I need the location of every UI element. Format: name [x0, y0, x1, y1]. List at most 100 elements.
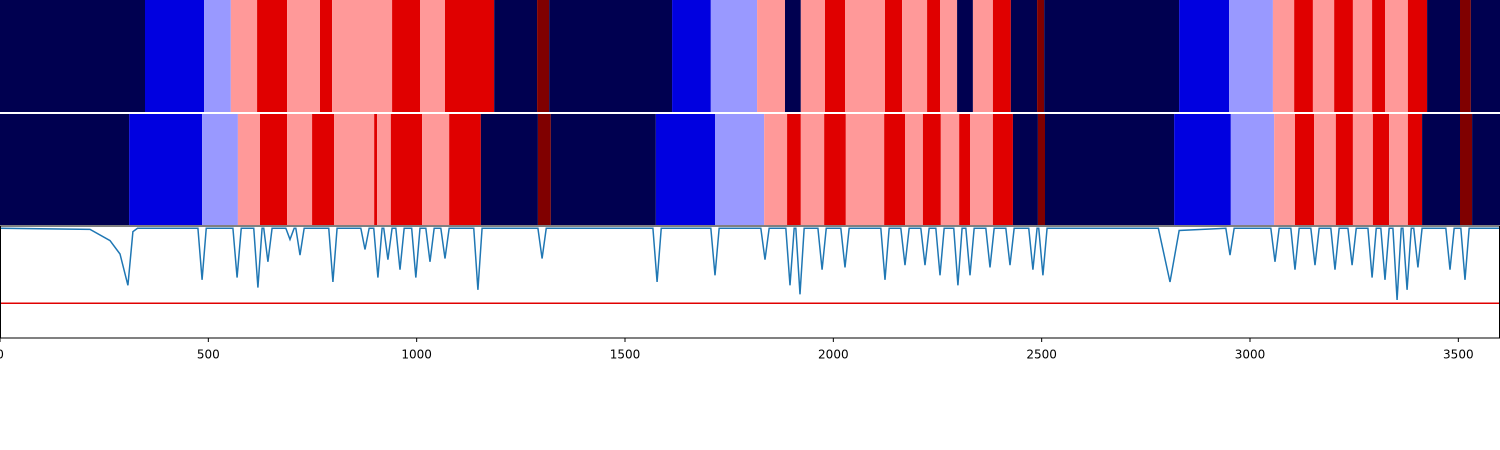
- segment: [202, 114, 238, 225]
- segment: [1460, 114, 1473, 225]
- x-tick-label: 2000: [818, 348, 849, 362]
- x-tick-label: 3500: [1443, 348, 1474, 362]
- segment: [1179, 0, 1230, 112]
- segment: [1334, 0, 1353, 112]
- x-tick-label: 2500: [1026, 348, 1057, 362]
- segment: [537, 114, 551, 225]
- segment: [785, 0, 801, 112]
- segment: [0, 114, 130, 225]
- x-tick-label: 500: [197, 348, 220, 362]
- segment: [0, 0, 145, 112]
- segment: [1174, 114, 1231, 225]
- segment: [992, 0, 1011, 112]
- segment: [334, 114, 375, 225]
- segment: [537, 0, 550, 112]
- segment: [1472, 114, 1500, 225]
- segment: [1314, 114, 1336, 225]
- segment: [1037, 0, 1045, 112]
- segment: [922, 114, 941, 225]
- segment: [1460, 0, 1471, 112]
- segment: [1045, 114, 1175, 225]
- segment: [959, 114, 970, 225]
- segment: [845, 114, 885, 225]
- segment: [1037, 114, 1045, 225]
- segment: [884, 114, 905, 225]
- segment: [204, 0, 231, 112]
- segment: [845, 0, 885, 112]
- segment: [377, 114, 391, 225]
- segment: [764, 114, 788, 225]
- segment: [332, 0, 393, 112]
- segment: [550, 114, 656, 225]
- segment: [445, 0, 495, 112]
- segment: [1470, 0, 1500, 112]
- segment: [549, 0, 673, 112]
- segment: [715, 114, 765, 225]
- segment: [672, 0, 711, 112]
- segment: [824, 114, 846, 225]
- x-tick-label: 0: [0, 348, 4, 362]
- segment: [1230, 114, 1275, 225]
- segment: [494, 0, 538, 112]
- segment: [237, 114, 260, 225]
- segment: [145, 0, 205, 112]
- segment: [992, 114, 1013, 225]
- segment: [390, 114, 423, 225]
- segment: [1407, 114, 1423, 225]
- segment: [655, 114, 715, 225]
- segment: [287, 0, 320, 112]
- segment: [1372, 0, 1385, 112]
- segment: [905, 114, 923, 225]
- segment: [1407, 0, 1428, 112]
- segment: [1385, 0, 1408, 112]
- segment: [320, 0, 333, 112]
- segment: [1372, 114, 1390, 225]
- x-tick-label: 1500: [610, 348, 641, 362]
- segment: [420, 0, 445, 112]
- segment: [1012, 114, 1038, 225]
- segment: [287, 114, 313, 225]
- x-tick-label: 3000: [1235, 348, 1266, 362]
- segment: [1274, 114, 1295, 225]
- segment: [392, 0, 420, 112]
- segment: [1352, 114, 1373, 225]
- segment: [710, 0, 758, 112]
- segment: [422, 114, 450, 225]
- segment: [825, 0, 845, 112]
- segment: [1044, 0, 1180, 112]
- segment: [312, 114, 335, 225]
- line: [0, 227, 1500, 300]
- segment: [449, 114, 481, 225]
- segment: [480, 114, 538, 225]
- segment: [940, 0, 958, 112]
- segment: [1295, 114, 1315, 225]
- segment: [230, 0, 258, 112]
- segment: [1312, 0, 1335, 112]
- segment: [902, 0, 928, 112]
- segment: [129, 114, 203, 225]
- segment: [1272, 0, 1295, 112]
- segment: [885, 0, 903, 112]
- segment: [787, 114, 801, 225]
- segment: [1229, 0, 1273, 112]
- segment: [1294, 0, 1313, 112]
- segment: [260, 114, 288, 225]
- plot-frame: [0, 225, 1500, 339]
- segment: [927, 0, 940, 112]
- segment: [1352, 0, 1373, 112]
- segment: [757, 0, 785, 112]
- segment: [1335, 114, 1353, 225]
- segment: [800, 0, 825, 112]
- segment: [1010, 0, 1038, 112]
- segment: [957, 0, 973, 112]
- segment: [970, 114, 993, 225]
- segment: [972, 0, 993, 112]
- segment: [374, 114, 378, 225]
- segment: [1389, 114, 1408, 225]
- segment: [940, 114, 960, 225]
- x-tick-label: 1000: [401, 348, 432, 362]
- segment: [1427, 0, 1460, 112]
- segment: [257, 0, 288, 112]
